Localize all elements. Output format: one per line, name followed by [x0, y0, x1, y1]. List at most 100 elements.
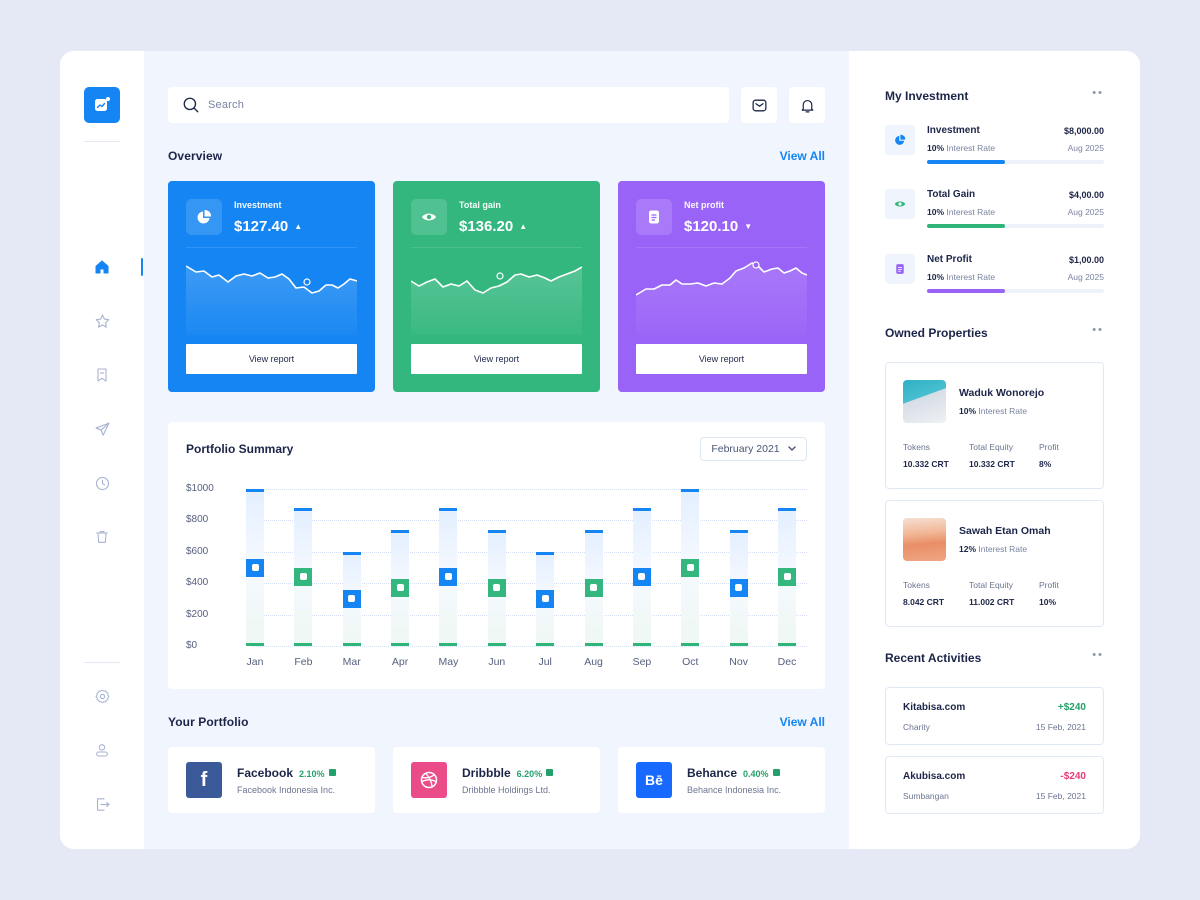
bar-cap [391, 529, 410, 533]
rate-label: Interest Rate [978, 544, 1028, 554]
portfolio-summary-title: Portfolio Summary [186, 442, 294, 456]
more-options-icon[interactable]: •• [1092, 649, 1104, 661]
clock-icon [95, 476, 109, 490]
bar-cap [536, 551, 555, 555]
portfolio-percent: 6.20% [516, 769, 543, 779]
investment-date: Aug 2025 [1067, 272, 1104, 282]
facebook-icon: f [186, 762, 222, 798]
x-axis-label: Dec [777, 656, 797, 668]
chart-logo-icon[interactable] [84, 87, 120, 123]
view-report-button[interactable]: View report [411, 344, 582, 374]
more-options-icon[interactable]: •• [1092, 87, 1104, 99]
portfolio-item-dribbble[interactable]: Dribbble 6.20% Dribbble Holdings Ltd. [393, 747, 600, 813]
trend-up-icon: ▲ [294, 222, 303, 231]
bar-marker [536, 589, 555, 608]
chart-bar[interactable] [729, 529, 748, 646]
y-axis-tick: $800 [186, 514, 209, 526]
app-frame: Search Overview View All Investment $127… [60, 51, 1140, 849]
portfolio-summary-card: Portfolio Summary February 2021 $1000 $80… [168, 422, 825, 689]
tokens-label: Tokens [903, 442, 930, 452]
search-input[interactable]: Search [168, 87, 729, 123]
document-icon [885, 254, 915, 284]
activity-amount: -$240 [1060, 771, 1086, 782]
sidebar-item-settings[interactable] [87, 681, 117, 711]
portfolio-item-behance[interactable]: Bē Behance 0.40% Behance Indonesia Inc. [618, 747, 825, 813]
chart-bar[interactable] [294, 507, 313, 646]
card-value: $127.40 ▲ [234, 218, 302, 235]
sidebar-item-history[interactable] [87, 468, 117, 498]
x-axis-label: Jan [246, 656, 264, 668]
y-axis-tick: $200 [186, 608, 209, 620]
chart-bar[interactable] [391, 529, 410, 646]
chart-bar[interactable] [632, 507, 651, 646]
investment-amount: $1,00.00 [1068, 255, 1104, 265]
eye-icon [885, 189, 915, 219]
overview-view-all-link[interactable]: View All [779, 149, 825, 163]
rate-value: 10% [927, 143, 945, 153]
property-thumbnail [903, 380, 946, 423]
recent-activities-title: Recent Activities [885, 651, 982, 665]
portfolio-company: Facebook Indonesia Inc. [237, 785, 336, 795]
profit-value: 10% [1039, 597, 1057, 607]
property-card[interactable]: Sawah Etan Omah 12% Interest Rate Tokens… [885, 500, 1104, 627]
bar-base [584, 642, 603, 646]
y-axis-tick: $600 [186, 545, 209, 557]
card-label: Investment [234, 200, 282, 210]
bell-icon [801, 99, 813, 112]
total-gain-card: Total gain $136.20 ▲ View report [393, 181, 600, 392]
property-thumbnail [903, 518, 946, 561]
notifications-button[interactable] [789, 87, 825, 123]
equity-value: 10.332 CRT [969, 459, 1015, 469]
sidebar-item-home[interactable] [87, 252, 117, 282]
property-card[interactable]: Waduk Wonorejo 10% Interest Rate Tokens … [885, 362, 1104, 489]
investment-date: Aug 2025 [1067, 143, 1104, 153]
sidebar-item-logout[interactable] [87, 789, 117, 819]
sidebar-divider [84, 141, 120, 142]
send-icon [95, 422, 109, 436]
x-axis-label: Sep [632, 656, 652, 668]
activity-item[interactable]: Akubisa.com -$240 Sumbangan 15 Feb, 2021 [885, 756, 1104, 814]
bar-marker [246, 558, 264, 577]
trash-icon [96, 531, 108, 543]
progress-fill [927, 160, 1005, 164]
portfolio-name-text: Dribbble [462, 766, 511, 780]
sidebar-item-profile[interactable] [87, 735, 117, 765]
chart-bar[interactable] [487, 529, 506, 646]
logout-icon [96, 797, 109, 811]
chart-bar[interactable] [584, 529, 603, 646]
card-value-text: $120.10 [684, 218, 739, 235]
chart-bar[interactable] [536, 551, 555, 646]
net-profit-row: Net Profit $1,00.00 10% Interest Rate Au… [885, 254, 1104, 306]
activity-category: Charity [903, 722, 930, 732]
sparkline-chart [636, 261, 807, 335]
portfolio-view-all-link[interactable]: View All [779, 715, 825, 729]
sidebar-item-bookmarks[interactable] [87, 360, 117, 390]
chart-bar[interactable] [778, 507, 796, 646]
investment-rate: 10% Interest Rate [927, 207, 995, 217]
chart-bar[interactable] [342, 551, 361, 646]
bar-base [778, 642, 796, 646]
bar-base [487, 642, 506, 646]
rate-label: Interest Rate [978, 406, 1028, 416]
sidebar-item-send[interactable] [87, 414, 117, 444]
rate-value: 12% [959, 544, 977, 554]
activity-amount: +$240 [1057, 702, 1086, 713]
bar-marker [632, 567, 651, 586]
more-options-icon[interactable]: •• [1092, 324, 1104, 336]
portfolio-item-facebook[interactable]: f Facebook 2.10% Facebook Indonesia Inc. [168, 747, 375, 813]
chart-bar[interactable] [439, 507, 458, 646]
sidebar-item-trash[interactable] [87, 522, 117, 552]
mail-button[interactable] [741, 87, 777, 123]
activity-item[interactable]: Kitabisa.com +$240 Charity 15 Feb, 2021 [885, 687, 1104, 745]
bar-cap [246, 489, 264, 492]
view-report-button[interactable]: View report [186, 344, 357, 374]
chart-bar[interactable] [246, 489, 264, 646]
sidebar-item-favorites[interactable] [87, 306, 117, 336]
period-dropdown[interactable]: February 2021 [700, 437, 807, 461]
portfolio-percent: 0.40% [743, 769, 769, 779]
chart-bar[interactable] [681, 489, 700, 646]
dribbble-icon [411, 762, 447, 798]
view-report-button[interactable]: View report [636, 344, 807, 374]
bar-marker [294, 567, 313, 586]
x-axis-label: Apr [391, 656, 409, 668]
